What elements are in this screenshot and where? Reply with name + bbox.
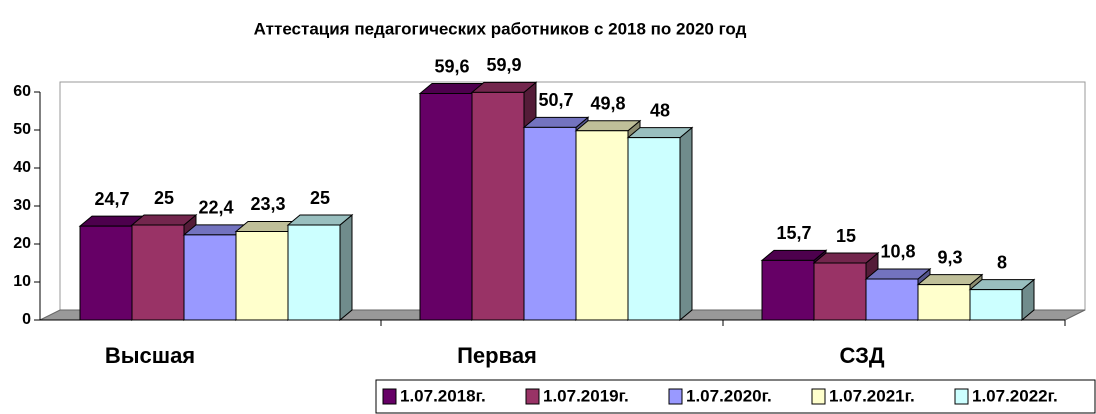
y-tick-label: 10 <box>13 273 31 290</box>
legend-label: 1.07.2019г. <box>543 386 629 405</box>
value-label: 59,9 <box>486 55 521 75</box>
x-tick-label: Высшая <box>105 343 195 368</box>
bar-face <box>522 116 590 128</box>
y-tick-label: 20 <box>13 235 31 252</box>
bar-face <box>339 213 353 322</box>
value-label: 48 <box>650 100 670 120</box>
x-tick-label: СЗД <box>839 343 884 368</box>
bar-face <box>131 224 185 321</box>
bar-face <box>968 279 1036 291</box>
value-label: 10,8 <box>880 242 915 262</box>
value-label: 22,4 <box>198 198 233 218</box>
bar <box>626 126 694 322</box>
bar-face <box>916 274 984 286</box>
bar-face <box>917 284 971 321</box>
bar-face <box>812 252 880 264</box>
bar-face <box>471 91 525 321</box>
chart-title: Аттестация педагогических работников с 2… <box>254 19 747 38</box>
value-label: 24,7 <box>94 189 129 209</box>
bar <box>968 278 1036 322</box>
bar-face <box>626 127 694 139</box>
bar-face <box>79 225 133 321</box>
bar-face <box>470 81 538 93</box>
value-label: 25 <box>310 188 330 208</box>
bar-face <box>286 214 354 226</box>
y-tick-label: 0 <box>22 311 31 328</box>
value-label: 15 <box>836 226 856 246</box>
y-tick-label: 60 <box>13 83 31 100</box>
bar <box>286 213 354 322</box>
legend-label: 1.07.2018г. <box>400 386 486 405</box>
legend-swatch <box>668 388 683 405</box>
bar-face <box>130 214 198 226</box>
legend <box>375 379 1096 414</box>
legend-swatch <box>382 388 397 405</box>
value-label: 15,7 <box>776 223 811 243</box>
legend-label: 1.07.2021г. <box>829 386 915 405</box>
bar-face <box>865 278 919 321</box>
bar-face <box>419 93 473 321</box>
bar-face <box>575 130 629 321</box>
value-label: 23,3 <box>250 194 285 214</box>
legend-label: 1.07.2022г. <box>972 386 1058 405</box>
bar-face <box>235 230 289 321</box>
value-label: 8 <box>997 252 1007 272</box>
bar-face <box>813 262 867 321</box>
bar-face <box>523 126 577 321</box>
legend-swatch <box>954 388 969 405</box>
y-tick-label: 40 <box>13 159 31 176</box>
bar-face <box>627 137 681 321</box>
value-label: 25 <box>154 188 174 208</box>
y-tick-label: 30 <box>13 197 31 214</box>
bar-face <box>761 259 815 321</box>
bar-face <box>183 234 237 321</box>
bar-face <box>969 289 1023 321</box>
bar-face <box>574 120 642 132</box>
legend-swatch <box>525 388 540 405</box>
value-label: 9,3 <box>937 247 962 267</box>
bar-face <box>287 224 341 321</box>
bar-face <box>679 126 693 322</box>
value-label: 59,6 <box>434 56 469 76</box>
value-label: 49,8 <box>590 94 625 114</box>
x-tick-label: Первая <box>457 343 537 368</box>
legend-swatch <box>811 388 826 405</box>
bar-face <box>760 249 828 261</box>
y-tick-label: 50 <box>13 121 31 138</box>
value-label: 50,7 <box>538 90 573 110</box>
legend-label: 1.07.2020г. <box>686 386 772 405</box>
bar-face <box>864 268 932 280</box>
